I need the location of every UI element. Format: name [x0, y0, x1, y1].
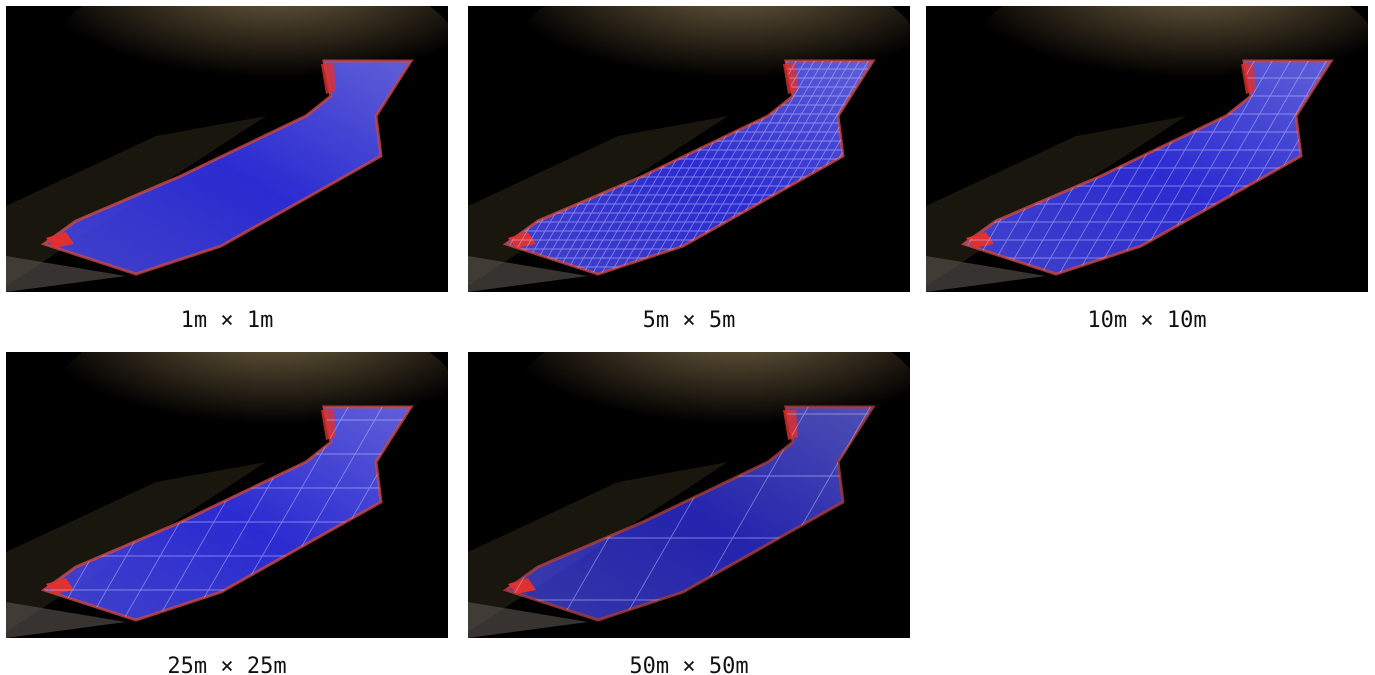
- figure: 1m × 1m 5m × 5m 10m × 10m 25m × 25m 50m × 50…: [0, 0, 1375, 675]
- point-cloud-image: [6, 6, 448, 292]
- caption: 5m × 5m: [468, 308, 910, 333]
- caption: 10m × 10m: [926, 308, 1368, 333]
- caption: 1m × 1m: [6, 308, 448, 333]
- point-cloud-image: [926, 6, 1368, 292]
- caption: 25m × 25m: [6, 654, 448, 675]
- point-cloud-image: [468, 352, 910, 638]
- point-cloud-image: [468, 6, 910, 292]
- caption: 50m × 50m: [468, 654, 910, 675]
- point-cloud-image: [6, 352, 448, 638]
